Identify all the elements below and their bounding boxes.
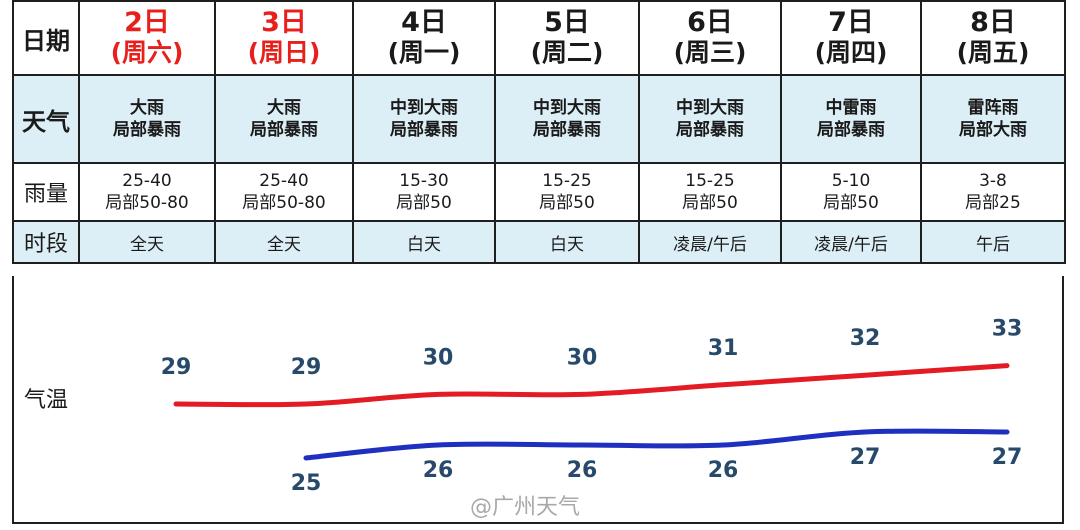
rain-cell: 15-25 局部50 — [638, 162, 782, 222]
forecast-grid: 日期 2日 (周六) 3日 (周日) 4日 (周一) 5日 (周二) 6日 (周三) 7日… — [12, 0, 1066, 264]
date-cell: 8日 (周五) — [920, 0, 1066, 76]
rain-cell: 15-25 局部50 — [494, 162, 640, 222]
rain-range: 5-10 — [831, 171, 871, 191]
weather-local: 局部暴雨 — [533, 120, 601, 140]
weather-main: 中到大雨 — [390, 98, 458, 118]
rain-cell: 25-40 局部50-80 — [78, 162, 216, 222]
weather-local: 局部暴雨 — [817, 120, 885, 140]
rain-cell: 15-30 局部50 — [352, 162, 496, 222]
temp-label: 29 — [161, 355, 192, 380]
rain-cell: 25-40 局部50-80 — [214, 162, 354, 222]
row-label-temperature: 气温 — [24, 388, 69, 413]
rain-cell: 3-8 局部25 — [920, 162, 1066, 222]
rain-range: 15-30 — [399, 171, 449, 191]
rain-local: 局部50 — [823, 193, 879, 213]
temp-label: 31 — [708, 336, 739, 361]
date-day: 4日 — [401, 7, 447, 38]
weather-cell: 大雨 局部暴雨 — [78, 74, 216, 164]
temp-label: 32 — [850, 326, 881, 351]
date-cell: 4日 (周一) — [352, 0, 496, 76]
date-day: 5日 — [544, 7, 590, 38]
temp-label: 30 — [423, 345, 454, 370]
period-row: 时段 全天 全天 白天 白天 凌晨/午后 凌晨/午后 午后 — [12, 220, 1066, 264]
weather-main: 中到大雨 — [676, 98, 744, 118]
date-weekday: (周三) — [673, 38, 747, 67]
date-day: 2日 — [124, 7, 170, 38]
weather-local: 局部暴雨 — [113, 120, 181, 140]
date-cell: 5日 (周二) — [494, 0, 640, 76]
temp-label: 25 — [291, 471, 322, 496]
watermark: @广州天气 — [470, 495, 581, 520]
period-cell: 午后 — [920, 220, 1066, 264]
temp-series-line-0 — [173, 363, 1010, 408]
temp-series-line-1 — [303, 428, 1010, 461]
rain-local: 局部50 — [682, 193, 738, 213]
period-cell: 凌晨/午后 — [780, 220, 922, 264]
weather-main: 大雨 — [130, 98, 164, 118]
date-day: 6日 — [687, 7, 733, 38]
rain-local: 局部50 — [539, 193, 595, 213]
row-label-weather: 天气 — [12, 74, 80, 164]
weather-cell: 中到大雨 局部暴雨 — [638, 74, 782, 164]
weather-main: 中到大雨 — [533, 98, 601, 118]
date-weekday: (周日) — [247, 38, 321, 67]
date-cell: 7日 (周四) — [780, 0, 922, 76]
temp-label: 26 — [708, 458, 739, 483]
row-label-date: 日期 — [12, 0, 80, 76]
date-cell: 6日 (周三) — [638, 0, 782, 76]
rain-range: 25-40 — [122, 171, 172, 191]
rainfall-row: 雨量 25-40 局部50-80 25-40 局部50-80 15-30 局部50 1… — [12, 162, 1066, 222]
rain-range: 15-25 — [542, 171, 592, 191]
period-cell: 全天 — [214, 220, 354, 264]
temp-label: 30 — [567, 345, 598, 370]
weather-local: 局部大雨 — [959, 120, 1027, 140]
weather-local: 局部暴雨 — [390, 120, 458, 140]
rain-range: 25-40 — [259, 171, 309, 191]
period-cell: 白天 — [494, 220, 640, 264]
row-label-rain: 雨量 — [12, 162, 80, 222]
temp-label: 29 — [291, 355, 322, 380]
weather-cell: 中到大雨 局部暴雨 — [352, 74, 496, 164]
temperature-panel: 气温 29 29 30 30 31 32 33 25 26 26 26 27 27 — [12, 276, 1064, 524]
row-label-period: 时段 — [12, 220, 80, 264]
date-weekday: (周四) — [814, 38, 888, 67]
period-cell: 全天 — [78, 220, 216, 264]
weather-cell: 中雷雨 局部暴雨 — [780, 74, 922, 164]
date-day: 7日 — [828, 7, 874, 38]
rain-local: 局部50-80 — [105, 193, 189, 213]
period-cell: 凌晨/午后 — [638, 220, 782, 264]
temp-label: 26 — [423, 458, 454, 483]
date-weekday: (周二) — [530, 38, 604, 67]
date-weekday: (周六) — [110, 38, 184, 67]
temperature-chart: 29 29 30 30 31 32 33 25 26 26 26 27 27 — [161, 317, 1023, 496]
rain-local: 局部50-80 — [242, 193, 326, 213]
date-cell: 2日 (周六) — [78, 0, 216, 76]
weather-cell: 大雨 局部暴雨 — [214, 74, 354, 164]
temp-label: 27 — [850, 445, 881, 470]
rain-local: 局部25 — [965, 193, 1021, 213]
date-row: 日期 2日 (周六) 3日 (周日) 4日 (周一) 5日 (周二) 6日 (周三) 7日… — [12, 0, 1066, 76]
weather-main: 中雷雨 — [825, 98, 877, 118]
weather-main: 雷阵雨 — [967, 98, 1019, 118]
weather-local: 局部暴雨 — [250, 120, 318, 140]
weather-row: 天气 大雨 局部暴雨 大雨 局部暴雨 中到大雨 局部暴雨 中到大雨 局部暴雨 中到大雨局… — [12, 74, 1066, 164]
temp-label: 26 — [567, 458, 598, 483]
temp-label: 27 — [992, 445, 1023, 470]
rain-local: 局部50 — [396, 193, 452, 213]
weather-main: 大雨 — [267, 98, 301, 118]
rain-range: 15-25 — [685, 171, 735, 191]
weather-cell: 中到大雨 局部暴雨 — [494, 74, 640, 164]
weather-local: 局部暴雨 — [676, 120, 744, 140]
date-day: 8日 — [970, 7, 1016, 38]
weather-cell: 雷阵雨 局部大雨 — [920, 74, 1066, 164]
date-day: 3日 — [261, 7, 307, 38]
date-weekday: (周五) — [956, 38, 1030, 67]
rain-range: 3-8 — [979, 171, 1007, 191]
date-weekday: (周一) — [387, 38, 461, 67]
date-cell: 3日 (周日) — [214, 0, 354, 76]
period-cell: 白天 — [352, 220, 496, 264]
rain-cell: 5-10 局部50 — [780, 162, 922, 222]
temp-label: 33 — [992, 317, 1023, 342]
